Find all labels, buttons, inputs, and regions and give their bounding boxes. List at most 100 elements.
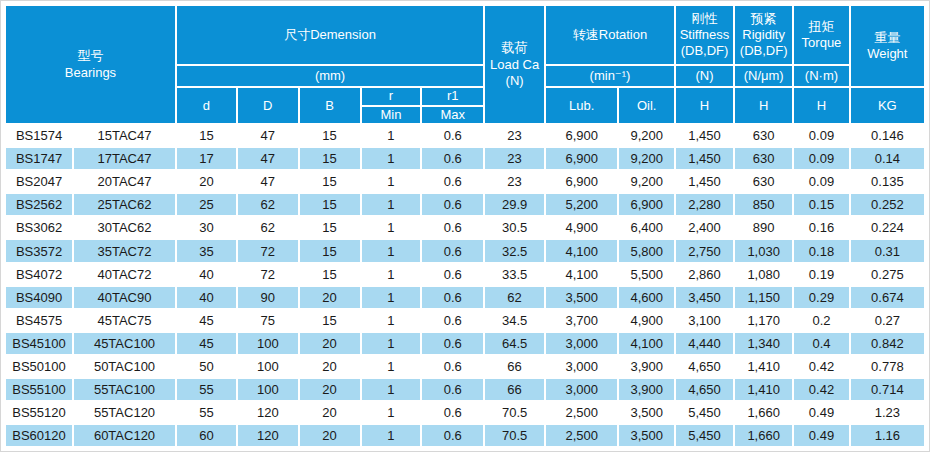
cell-tac-code: 60TAC120 [74,425,175,446]
cell-bearing-code: BS4072 [6,264,72,285]
cell-stiffness-h: 3,450 [676,287,733,308]
cell-D: 120 [238,425,298,446]
cell-D: 62 [238,194,298,215]
rigidity-sub: (DB,DF) [736,43,791,59]
col-header-r-min: Min [362,107,421,123]
cell-rotation-oil: 6,900 [619,194,673,215]
stiffness-sub: (DB,DF) [677,43,732,59]
cell-load: 23 [485,125,544,146]
col-header-r1-max: Max [422,107,483,123]
cell-rigidity-h: 1,660 [735,425,792,446]
rigidity-label-en: Rigidity [736,27,791,43]
cell-tac-code: 40TAC72 [74,264,175,285]
cell-load: 66 [485,356,544,377]
cell-bearing-code: BS1747 [6,148,72,169]
table-header: 型号 Bearings 尺寸Demension 载荷 Load Ca (N) 转… [6,6,924,123]
cell-bearing-code: BS55100 [6,379,72,400]
cell-rigidity-h: 1,030 [735,240,792,261]
cell-D: 90 [238,287,298,308]
col-header-D: D [238,88,298,123]
cell-rotation-lub: 2,500 [546,425,617,446]
cell-stiffness-h: 2,400 [676,217,733,238]
cell-stiffness-h: 1,450 [676,171,733,192]
cell-rigidity-h: 1,340 [735,333,792,354]
col-header-d: d [177,88,236,123]
cell-r1-max: 0.6 [422,240,483,261]
cell-torque-h: 0.42 [794,379,848,400]
rotation-unit: (min⁻¹) [546,66,674,86]
cell-weight-kg: 0.778 [851,356,924,377]
cell-tac-code: 17TAC47 [74,148,175,169]
cell-torque-h: 0.16 [794,217,848,238]
cell-torque-h: 0.49 [794,402,848,423]
cell-d: 45 [177,310,236,331]
cell-D: 47 [238,171,298,192]
cell-rigidity-h: 850 [735,194,792,215]
cell-torque-h: 0.18 [794,240,848,261]
col-header-rotation: 转速Rotation [546,6,674,64]
cell-B: 15 [300,171,360,192]
cell-r1-max: 0.6 [422,287,483,308]
col-header-rigidity-h: H [735,88,792,123]
cell-rotation-oil: 9,200 [619,148,673,169]
cell-weight-kg: 0.135 [851,171,924,192]
cell-tac-code: 50TAC100 [74,356,175,377]
cell-bearing-code: BS3572 [6,240,72,261]
cell-load: 29.9 [485,194,544,215]
cell-r-min: 1 [362,217,421,238]
cell-r1-max: 0.6 [422,333,483,354]
cell-D: 47 [238,148,298,169]
cell-D: 47 [238,125,298,146]
load-label-en: Load Ca [486,57,543,73]
col-header-r: r [362,88,421,105]
cell-rigidity-h: 1,150 [735,287,792,308]
cell-tac-code: 35TAC72 [74,240,175,261]
table-row: BS3572 35TAC72 35 72 15 1 0.6 32.5 4,100… [6,240,924,261]
cell-load: 23 [485,148,544,169]
cell-d: 55 [177,402,236,423]
cell-torque-h: 0.09 [794,171,848,192]
cell-r1-max: 0.6 [422,125,483,146]
cell-torque-h: 0.49 [794,425,848,446]
model-label-en: Bearings [7,65,174,81]
torque-unit: (N·m) [794,66,848,86]
cell-d: 55 [177,379,236,400]
cell-weight-kg: 0.31 [851,240,924,261]
cell-rotation-lub: 3,500 [546,287,617,308]
cell-r1-max: 0.6 [422,356,483,377]
cell-weight-kg: 0.714 [851,379,924,400]
cell-B: 15 [300,240,360,261]
bearings-spec-page: 型号 Bearings 尺寸Demension 载荷 Load Ca (N) 转… [0,0,930,452]
cell-D: 100 [238,333,298,354]
rigidity-unit: (N/μm) [735,66,792,86]
cell-load: 62 [485,287,544,308]
col-header-B: B [300,88,360,123]
cell-d: 60 [177,425,236,446]
cell-r1-max: 0.6 [422,379,483,400]
cell-tac-code: 15TAC47 [74,125,175,146]
cell-stiffness-h: 5,450 [676,425,733,446]
cell-rigidity-h: 630 [735,148,792,169]
col-header-kg: KG [851,88,924,123]
cell-r1-max: 0.6 [422,425,483,446]
cell-rigidity-h: 1,410 [735,379,792,400]
cell-r-min: 1 [362,240,421,261]
cell-B: 20 [300,402,360,423]
cell-rotation-oil: 9,200 [619,171,673,192]
cell-rotation-lub: 3,700 [546,310,617,331]
cell-stiffness-h: 4,650 [676,356,733,377]
cell-B: 20 [300,287,360,308]
cell-rotation-oil: 5,800 [619,240,673,261]
cell-rotation-lub: 6,900 [546,148,617,169]
cell-D: 62 [238,217,298,238]
load-label-zh: 载荷 [486,40,543,56]
cell-stiffness-h: 1,450 [676,148,733,169]
cell-B: 20 [300,356,360,377]
table-row: BS2562 25TAC62 25 62 15 1 0.6 29.9 5,200… [6,194,924,215]
cell-stiffness-h: 4,440 [676,333,733,354]
cell-d: 15 [177,125,236,146]
table-row: BS1747 17TAC47 17 47 15 1 0.6 23 6,900 9… [6,148,924,169]
cell-weight-kg: 0.252 [851,194,924,215]
col-header-load: 载荷 Load Ca (N) [485,6,544,123]
cell-r-min: 1 [362,425,421,446]
